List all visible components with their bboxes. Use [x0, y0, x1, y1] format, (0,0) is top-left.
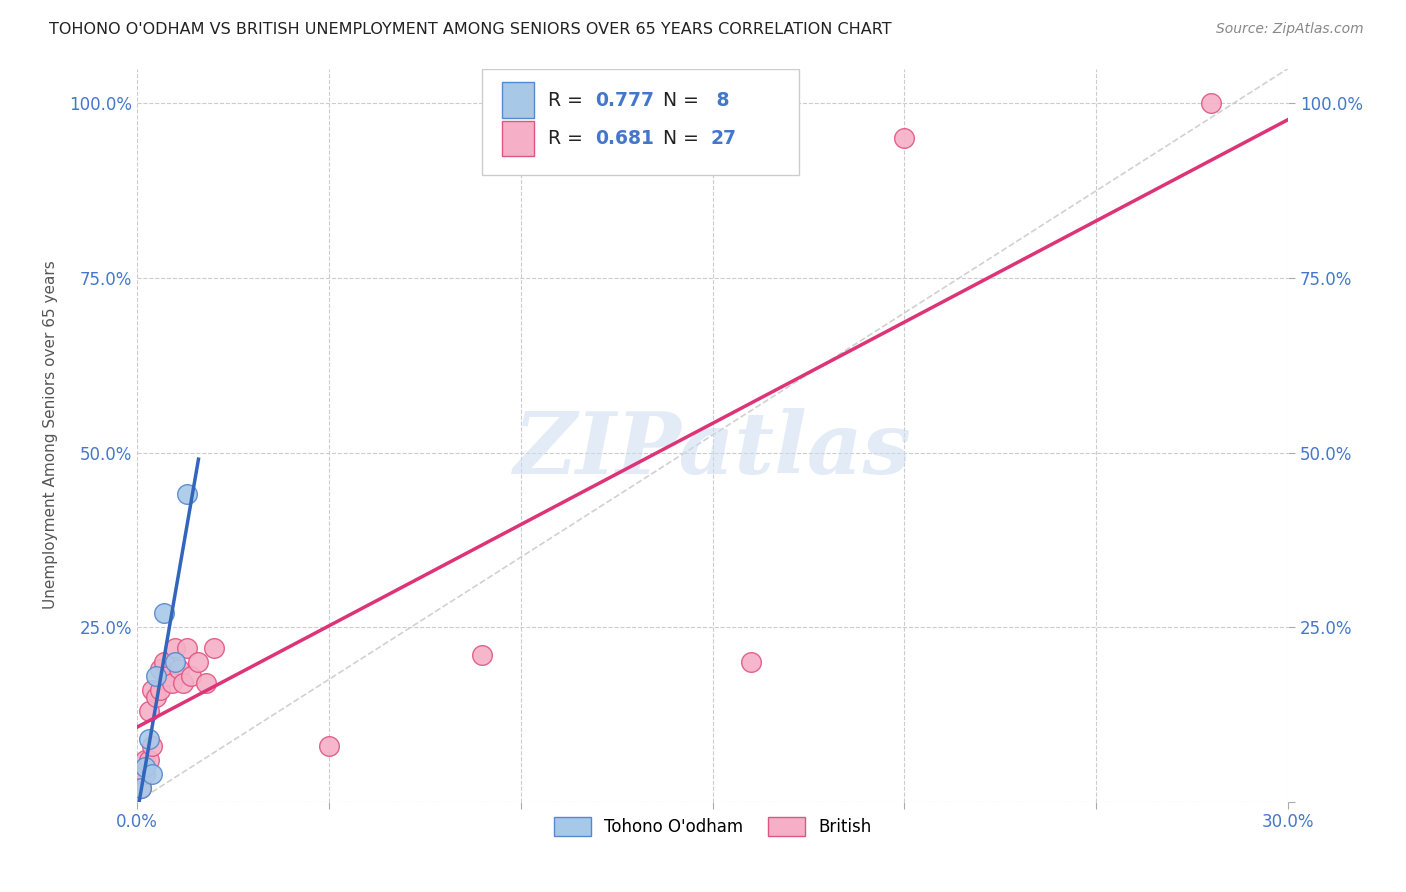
Text: 0.777: 0.777 [595, 91, 654, 110]
Point [138, 704, 160, 718]
Text: TOHONO O'ODHAM VS BRITISH UNEMPLOYMENT AMONG SENIORS OVER 65 YEARS CORRELATION C: TOHONO O'ODHAM VS BRITISH UNEMPLOYMENT A… [49, 22, 891, 37]
Point [141, 682, 163, 697]
Point [156, 669, 179, 683]
Point [160, 676, 183, 690]
Text: 8: 8 [710, 91, 730, 110]
Point [141, 739, 163, 753]
Point [138, 753, 160, 767]
Text: Source: ZipAtlas.com: Source: ZipAtlas.com [1216, 22, 1364, 37]
Point [149, 662, 172, 676]
Point [169, 662, 191, 676]
Point [318, 739, 340, 753]
Point [1201, 96, 1223, 111]
Point [153, 655, 176, 669]
Point [129, 780, 152, 795]
Point [138, 731, 160, 746]
Point [153, 606, 176, 620]
Text: 27: 27 [710, 128, 737, 148]
FancyBboxPatch shape [502, 120, 534, 156]
Text: N =: N = [664, 128, 704, 148]
Text: ZIPatlas: ZIPatlas [513, 408, 911, 491]
Point [740, 655, 762, 669]
Point [195, 676, 218, 690]
Point [149, 682, 172, 697]
FancyBboxPatch shape [502, 82, 534, 118]
Point [180, 669, 202, 683]
Point [141, 766, 163, 780]
Point [129, 766, 152, 780]
Point [187, 655, 209, 669]
Text: R =: R = [548, 128, 589, 148]
Point [172, 676, 194, 690]
Point [145, 669, 167, 683]
FancyBboxPatch shape [482, 69, 799, 175]
Point [471, 648, 494, 662]
Point [134, 759, 156, 773]
Point [129, 780, 152, 795]
Point [134, 753, 156, 767]
Point [176, 640, 198, 655]
Point [176, 487, 198, 501]
Text: N =: N = [664, 91, 704, 110]
Point [165, 655, 187, 669]
Text: 0.681: 0.681 [595, 128, 654, 148]
Point [202, 640, 225, 655]
Point [893, 131, 915, 145]
Point [165, 640, 187, 655]
Legend: Tohono O'odham, British: Tohono O'odham, British [546, 809, 880, 845]
Point [145, 690, 167, 704]
Text: R =: R = [548, 91, 589, 110]
Y-axis label: Unemployment Among Seniors over 65 years: Unemployment Among Seniors over 65 years [44, 260, 58, 609]
Point [134, 766, 156, 780]
